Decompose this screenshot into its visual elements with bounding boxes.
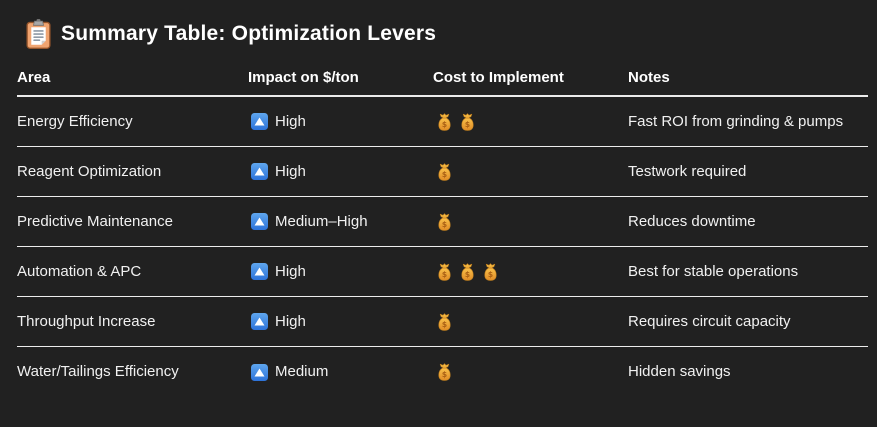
cell-notes: Requires circuit capacity	[628, 313, 868, 331]
svg-text:$: $	[465, 119, 470, 128]
column-header-area: Area	[17, 69, 51, 86]
area-label: Automation & APC	[17, 262, 142, 280]
svg-text:$: $	[442, 269, 447, 278]
area-label: Energy Efficiency	[17, 112, 133, 130]
cell-cost: $ $	[433, 112, 628, 131]
cell-notes: Fast ROI from grinding & pumps	[628, 113, 868, 131]
notes-label: Requires circuit capacity	[628, 312, 791, 330]
notes-label: Best for stable operations	[628, 262, 799, 280]
table-row: Reagent Optimization High $ Testwork req…	[17, 147, 868, 197]
money-bag-icon: $	[461, 112, 474, 131]
up-button-icon	[251, 363, 268, 381]
svg-text:$: $	[442, 219, 447, 228]
impact-label: High	[275, 112, 306, 130]
money-bag-icon: $	[438, 262, 451, 281]
table-row: Water/Tailings Efficiency Medium $ Hidde…	[17, 347, 868, 397]
cell-impact: High	[248, 263, 433, 281]
up-button-icon	[251, 163, 268, 180]
money-bag-icon: $	[438, 162, 451, 181]
cell-area: Predictive Maintenance	[17, 213, 248, 231]
cell-cost: $	[433, 363, 628, 381]
area-label: Water/Tailings Efficiency	[17, 363, 179, 380]
summary-panel: Summary Table: Optimization Levers Area …	[0, 14, 877, 427]
table-row: Predictive Maintenance Medium–High $ Red…	[17, 197, 868, 247]
summary-table-body: Energy Efficiency High $ $ Fast ROI from…	[17, 97, 868, 397]
cell-area: Reagent Optimization	[17, 163, 248, 181]
money-bag-icon: $	[438, 312, 451, 331]
cell-cost: $	[433, 212, 628, 231]
impact-label: High	[275, 312, 306, 330]
up-button-icon	[251, 263, 268, 280]
cell-area: Automation & APC	[17, 263, 248, 281]
svg-text:$: $	[442, 319, 447, 328]
money-bag-icon: $	[438, 112, 451, 131]
cell-area: Throughput Increase	[17, 313, 248, 331]
cell-notes: Best for stable operations	[628, 263, 868, 281]
column-header-impact: Impact on $/ton	[248, 69, 359, 86]
summary-table: Area Impact on $/ton Cost to Implement N…	[17, 54, 868, 397]
impact-label: High	[275, 162, 306, 180]
money-bag-icon: $	[438, 363, 451, 381]
cell-cost: $	[433, 312, 628, 331]
up-button-icon	[251, 113, 268, 130]
svg-text:$: $	[465, 269, 470, 278]
cell-impact: High	[248, 313, 433, 331]
money-bag-icon: $	[484, 262, 497, 281]
cell-notes: Hidden savings	[628, 363, 868, 381]
cell-impact: Medium	[248, 363, 433, 381]
notes-label: Hidden savings	[628, 363, 731, 380]
area-label: Throughput Increase	[17, 312, 156, 330]
cell-cost: $ $ $	[433, 262, 628, 281]
page-title: Summary Table: Optimization Levers	[61, 22, 437, 45]
cell-cost: $	[433, 162, 628, 181]
cell-notes: Reduces downtime	[628, 213, 868, 231]
svg-text:$: $	[442, 119, 447, 128]
impact-label: Medium	[275, 363, 329, 380]
impact-label: Medium–High	[275, 212, 368, 230]
svg-text:$: $	[442, 169, 447, 178]
area-label: Predictive Maintenance	[17, 212, 173, 230]
table-header-row: Area Impact on $/ton Cost to Implement N…	[17, 54, 868, 97]
cell-area: Energy Efficiency	[17, 113, 248, 131]
notes-label: Reduces downtime	[628, 212, 756, 230]
up-button-icon	[251, 313, 268, 330]
money-bag-icon: $	[461, 262, 474, 281]
svg-text:$: $	[442, 370, 447, 379]
notes-label: Testwork required	[628, 162, 747, 180]
table-row: Throughput Increase High $ Requires circ…	[17, 297, 868, 347]
clipboard-icon	[25, 18, 52, 50]
notes-label: Fast ROI from grinding & pumps	[628, 112, 844, 130]
area-label: Reagent Optimization	[17, 162, 162, 180]
impact-label: High	[275, 262, 306, 280]
cell-impact: Medium–High	[248, 213, 433, 231]
cell-area: Water/Tailings Efficiency	[17, 363, 248, 381]
table-row: Energy Efficiency High $ $ Fast ROI from…	[17, 97, 868, 147]
money-bag-icon: $	[438, 212, 451, 231]
column-header-cost: Cost to Implement	[433, 69, 564, 86]
table-row: Automation & APC High $ $ $ Best for sta…	[17, 247, 868, 297]
cell-impact: High	[248, 113, 433, 131]
section-title-row: Summary Table: Optimization Levers	[17, 14, 868, 54]
svg-text:$: $	[488, 269, 493, 278]
cell-notes: Testwork required	[628, 163, 868, 181]
cell-impact: High	[248, 163, 433, 181]
up-button-icon	[251, 213, 268, 230]
column-header-notes: Notes	[628, 69, 670, 86]
